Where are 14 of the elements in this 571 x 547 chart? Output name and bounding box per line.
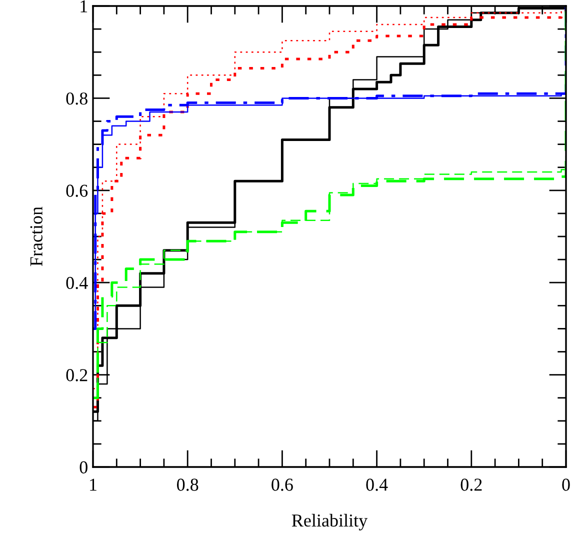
y-tick-label: 1 bbox=[80, 0, 88, 12]
y-tick-label: 0.2 bbox=[66, 369, 88, 382]
x-tick-label: 0.4 bbox=[366, 478, 388, 491]
x-axis-title: Reliability bbox=[292, 514, 368, 530]
x-tick-label: 0 bbox=[562, 478, 570, 491]
y-tick-label: 0.4 bbox=[66, 276, 88, 290]
x-tick-label: 1 bbox=[90, 478, 96, 491]
x-tick-label: 0.6 bbox=[272, 478, 293, 491]
x-tick-label: 0.2 bbox=[460, 478, 482, 491]
y-tick-label: 0.8 bbox=[66, 92, 88, 105]
x-tick-label: 0.8 bbox=[177, 478, 198, 491]
y-tick-label: 0 bbox=[80, 461, 88, 474]
y-axis-title: Fraction bbox=[30, 206, 42, 266]
y-tick-label: 0.6 bbox=[66, 184, 88, 197]
